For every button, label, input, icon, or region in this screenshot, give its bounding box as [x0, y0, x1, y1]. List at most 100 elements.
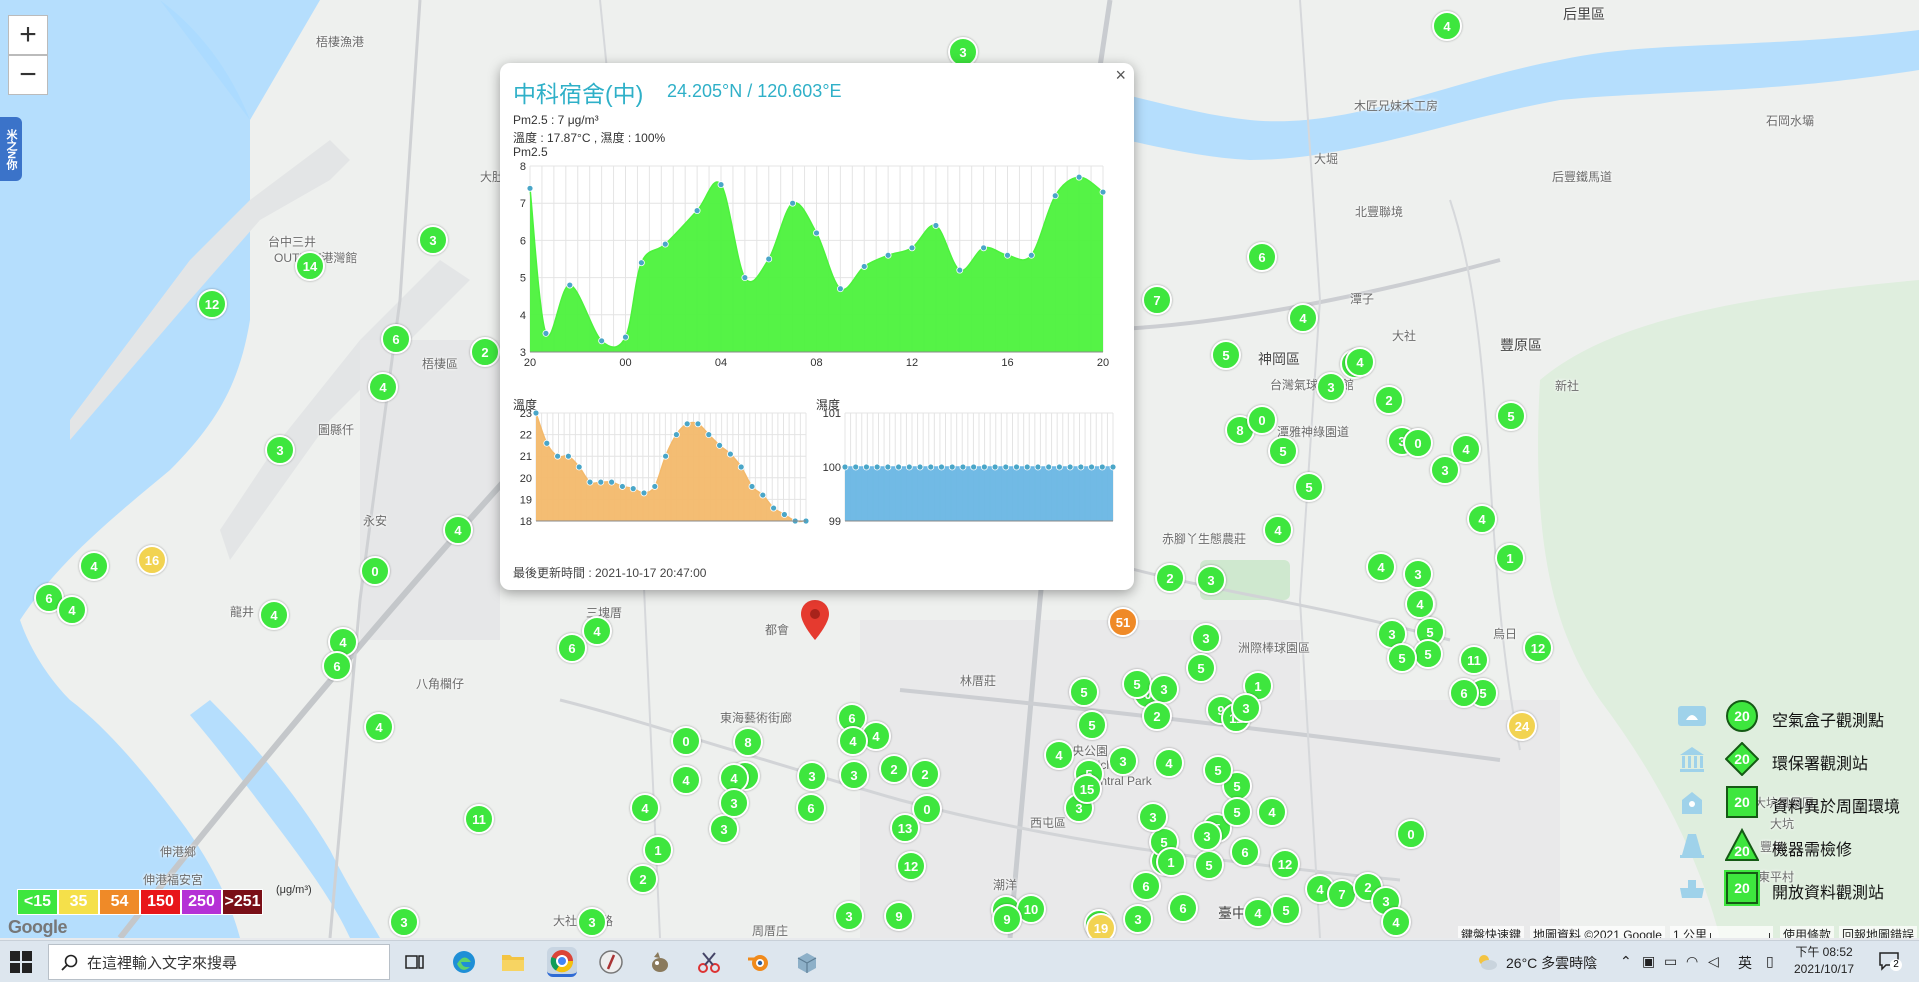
task-view-icon[interactable]: [400, 947, 430, 977]
station-marker[interactable]: 3: [265, 435, 295, 465]
map-canvas[interactable]: 梧棲漁港 台中三井 OUTLET港灣館 梧棲區 圖縣仟 永安 龍井 八角欄仔 伸…: [0, 0, 1919, 938]
station-marker[interactable]: 1: [643, 835, 673, 865]
station-marker[interactable]: 5: [1268, 436, 1298, 466]
station-marker[interactable]: 5: [1294, 472, 1324, 502]
station-marker[interactable]: 4: [1381, 907, 1411, 937]
side-panel-tab[interactable]: 米之N你: [0, 117, 22, 181]
notification-center-icon[interactable]: 2: [1878, 951, 1904, 973]
station-marker[interactable]: 3: [1108, 746, 1138, 776]
compass-app-icon[interactable]: [596, 947, 626, 977]
ime-mode-icon[interactable]: ▯: [1766, 953, 1774, 969]
station-marker[interactable]: 5: [1069, 677, 1099, 707]
station-marker[interactable]: 4: [630, 793, 660, 823]
station-marker[interactable]: 4: [57, 595, 87, 625]
station-marker[interactable]: 12: [197, 289, 227, 319]
station-marker[interactable]: 24: [1507, 711, 1537, 741]
station-marker[interactable]: 3: [1191, 623, 1221, 653]
station-marker[interactable]: 5: [1122, 669, 1152, 699]
package-app-icon[interactable]: [792, 947, 822, 977]
tray-overflow-chevron-icon[interactable]: ⌃: [1620, 953, 1632, 969]
station-marker[interactable]: 4: [1257, 797, 1287, 827]
station-marker[interactable]: 4: [259, 600, 289, 630]
station-marker[interactable]: 12: [1523, 633, 1553, 663]
station-marker[interactable]: 3: [1196, 565, 1226, 595]
terms-link[interactable]: 使用條款: [1780, 926, 1835, 938]
taskbar-search-input[interactable]: 在這裡輸入文字來搜尋: [48, 944, 390, 980]
station-marker[interactable]: 5: [1186, 653, 1216, 683]
station-marker[interactable]: 6: [1131, 871, 1161, 901]
station-marker[interactable]: 15: [1072, 774, 1102, 804]
station-marker[interactable]: 3: [1123, 904, 1153, 934]
station-marker[interactable]: 4: [79, 551, 109, 581]
station-marker[interactable]: 2: [1142, 701, 1172, 731]
station-marker[interactable]: 2: [1374, 385, 1404, 415]
station-marker[interactable]: 3: [1316, 372, 1346, 402]
station-marker[interactable]: 4: [582, 616, 612, 646]
gimp-app-icon[interactable]: [645, 947, 675, 977]
windows-start-icon[interactable]: [10, 951, 32, 973]
station-marker[interactable]: 14: [295, 251, 325, 281]
station-marker[interactable]: 4: [1154, 748, 1184, 778]
station-marker[interactable]: 19: [1086, 913, 1116, 938]
station-marker[interactable]: 16: [137, 545, 167, 575]
station-marker[interactable]: 3: [948, 37, 978, 67]
station-marker[interactable]: 5: [1203, 755, 1233, 785]
station-marker[interactable]: 6: [1230, 837, 1260, 867]
station-marker[interactable]: 3: [834, 901, 864, 931]
close-popup-button[interactable]: ×: [1115, 65, 1126, 85]
station-marker[interactable]: 7: [1327, 879, 1357, 909]
station-marker[interactable]: 2: [879, 754, 909, 784]
file-explorer-icon[interactable]: [498, 947, 528, 977]
station-marker[interactable]: 11: [1459, 645, 1489, 675]
report-map-error-link[interactable]: 回報地圖錯誤: [1839, 926, 1918, 938]
station-marker[interactable]: 7: [1142, 285, 1172, 315]
chrome-browser-icon[interactable]: [547, 947, 577, 977]
station-marker[interactable]: 4: [838, 726, 868, 756]
station-marker[interactable]: 6: [381, 324, 411, 354]
weather-status[interactable]: 26°C 多雲時陰: [1506, 955, 1598, 971]
station-marker[interactable]: 9: [884, 901, 914, 931]
station-marker[interactable]: 11: [464, 804, 494, 834]
station-marker[interactable]: 4: [1432, 11, 1462, 41]
station-marker[interactable]: 8: [733, 727, 763, 757]
station-marker[interactable]: 3: [709, 814, 739, 844]
station-marker[interactable]: 3: [1430, 455, 1460, 485]
station-marker[interactable]: 4: [364, 712, 394, 742]
station-marker[interactable]: 3: [577, 907, 607, 937]
station-marker[interactable]: 1: [1495, 543, 1525, 573]
station-marker[interactable]: 12: [896, 851, 926, 881]
zoom-in-button[interactable]: +: [8, 15, 48, 55]
station-marker[interactable]: 4: [443, 515, 473, 545]
snipping-tool-icon[interactable]: [694, 947, 724, 977]
blender-app-icon[interactable]: [743, 947, 773, 977]
station-marker[interactable]: 3: [719, 788, 749, 818]
station-marker[interactable]: 4: [1243, 898, 1273, 928]
station-marker[interactable]: 2: [470, 337, 500, 367]
station-marker[interactable]: 0: [912, 794, 942, 824]
station-marker[interactable]: 3: [839, 760, 869, 790]
station-marker[interactable]: 4: [1345, 347, 1375, 377]
station-marker[interactable]: 5: [1271, 895, 1301, 925]
station-marker[interactable]: 9: [992, 904, 1022, 934]
station-marker[interactable]: 2: [1155, 563, 1185, 593]
station-marker[interactable]: 4: [1467, 504, 1497, 534]
location-pin-icon[interactable]: [801, 600, 829, 640]
station-marker[interactable]: 5: [1077, 710, 1107, 740]
station-marker[interactable]: 5: [1222, 797, 1252, 827]
station-marker[interactable]: 4: [1044, 740, 1074, 770]
station-marker[interactable]: 0: [1396, 819, 1426, 849]
station-marker[interactable]: 3: [1231, 693, 1261, 723]
station-marker[interactable]: 3: [1403, 559, 1433, 589]
station-marker[interactable]: 6: [1168, 893, 1198, 923]
station-marker[interactable]: 4: [1405, 589, 1435, 619]
station-marker[interactable]: 0: [671, 726, 701, 756]
station-marker[interactable]: 1: [1156, 847, 1186, 877]
station-marker[interactable]: 4: [1366, 552, 1396, 582]
station-marker[interactable]: 6: [1247, 242, 1277, 272]
ime-language-indicator[interactable]: 英: [1738, 955, 1752, 971]
station-marker[interactable]: 3: [418, 225, 448, 255]
tray-network-icon[interactable]: ◠: [1686, 953, 1699, 969]
zoom-out-button[interactable]: −: [8, 55, 48, 95]
station-marker[interactable]: 0: [1403, 428, 1433, 458]
station-marker[interactable]: 5: [1387, 643, 1417, 673]
